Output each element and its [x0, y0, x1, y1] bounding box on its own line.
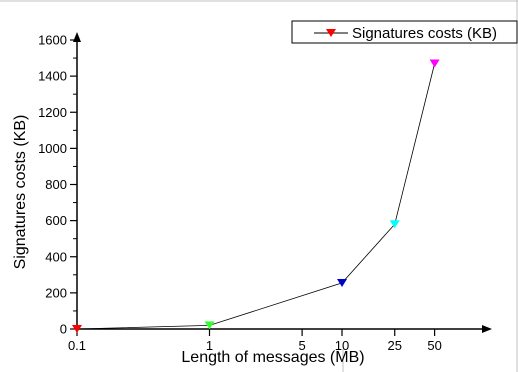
y-tick-label: 1000 — [38, 141, 67, 156]
data-point-marker — [337, 278, 347, 287]
y-tick-label: 0 — [60, 322, 67, 337]
y-tick-label: 800 — [45, 177, 67, 192]
x-tick-label: 1 — [206, 338, 213, 353]
legend-box — [291, 20, 518, 44]
y-axis-title: Signatures costs (KB) — [12, 115, 29, 270]
x-tick-label: 0.1 — [68, 338, 86, 353]
x-axis-title: Length of messages (MB) — [181, 349, 364, 366]
legend-label: Signatures costs (KB) — [352, 25, 497, 42]
y-tick-label: 1200 — [38, 105, 67, 120]
x-ticks: 0.1 1 5 10 25 50 — [68, 329, 442, 353]
y-tick-label: 200 — [45, 285, 67, 300]
y-tick-label: 400 — [45, 249, 67, 264]
y-tick-label: 1600 — [38, 33, 67, 48]
data-point-marker — [72, 325, 82, 333]
x-tick-label: 25 — [387, 338, 401, 353]
series-line — [76, 63, 436, 330]
y-ticks: 0 200 400 600 800 1000 1200 1400 1600 — [38, 33, 77, 337]
y-tick-label: 600 — [45, 213, 67, 228]
axes — [73, 32, 492, 333]
data-point-marker — [429, 59, 440, 68]
series-layer — [72, 59, 440, 333]
x-tick-label: 50 — [427, 338, 441, 353]
data-point-marker — [204, 321, 215, 330]
y-tick-label: 1400 — [38, 69, 67, 84]
legend: Signatures costs (KB) — [291, 20, 518, 44]
x-axis-arrow — [482, 325, 492, 333]
data-point-marker — [389, 220, 400, 229]
legend-marker — [326, 29, 336, 37]
x-tick-label: 10 — [335, 338, 349, 353]
x-tick-label: 5 — [298, 338, 305, 353]
